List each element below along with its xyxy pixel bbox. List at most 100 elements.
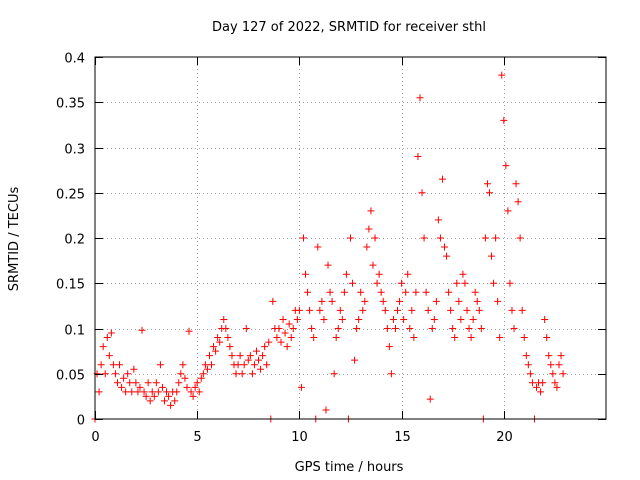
data-point	[410, 334, 418, 342]
data-point	[400, 315, 408, 323]
data-point	[490, 279, 498, 287]
data-point	[142, 392, 150, 400]
data-point	[504, 207, 512, 215]
data-point	[216, 338, 224, 346]
x-tick-label: 10	[291, 430, 308, 445]
data-point	[146, 397, 154, 405]
data-point	[318, 297, 326, 305]
data-point	[236, 352, 244, 360]
data-point	[389, 315, 397, 323]
data-point	[418, 189, 426, 197]
data-point	[451, 334, 459, 342]
y-tick-label: 0.2	[64, 233, 85, 248]
data-point	[336, 306, 344, 314]
data-point	[124, 370, 132, 378]
data-point	[205, 352, 213, 360]
data-point	[396, 297, 404, 305]
data-point	[361, 297, 369, 305]
data-point	[189, 392, 197, 400]
data-point	[156, 361, 164, 369]
data-point	[195, 388, 203, 396]
data-point	[246, 352, 254, 360]
data-point	[475, 306, 483, 314]
data-point	[502, 162, 510, 170]
data-point	[242, 325, 250, 332]
data-point	[320, 315, 328, 323]
data-point	[175, 379, 183, 387]
data-point	[514, 198, 522, 206]
data-point	[347, 234, 354, 242]
data-point	[443, 252, 451, 260]
data-point	[524, 361, 532, 369]
data-point	[306, 306, 314, 314]
data-point	[477, 325, 485, 332]
data-point	[208, 361, 216, 369]
data-point	[420, 234, 428, 242]
data-point	[167, 401, 175, 409]
data-point	[518, 306, 526, 314]
data-point	[539, 379, 547, 387]
data-point	[351, 356, 359, 364]
data-point	[126, 379, 134, 387]
data-point	[394, 306, 402, 314]
data-point	[197, 374, 205, 382]
data-point	[308, 325, 316, 332]
data-point	[140, 388, 148, 396]
data-point	[134, 388, 142, 396]
data-point	[160, 397, 168, 405]
data-point	[95, 388, 103, 396]
axis-ticks: 0 0.05 0.1 0.15 0.2 0.25 0.3 0.35 0.4 0 5 10 15 20	[56, 52, 606, 445]
data-point	[492, 234, 500, 242]
data-point	[128, 388, 136, 396]
data-point	[228, 352, 236, 360]
data-point	[193, 379, 201, 387]
data-point	[148, 388, 156, 396]
data-point	[488, 252, 496, 260]
data-point	[322, 406, 330, 414]
chart-title: Day 127 of 2022, SRMTID for receiver sth…	[212, 20, 486, 35]
data-point	[273, 334, 281, 342]
data-point	[244, 356, 252, 364]
data-point	[210, 343, 218, 351]
data-point	[496, 334, 504, 342]
data-point	[533, 383, 541, 391]
x-tick-label: 0	[91, 430, 99, 445]
data-point	[293, 315, 301, 323]
data-point	[234, 361, 242, 369]
data-point	[398, 279, 406, 287]
data-point	[250, 361, 258, 369]
data-point	[181, 374, 189, 382]
data-point	[416, 94, 424, 102]
data-point	[261, 343, 269, 351]
y-tick-label: 0.4	[64, 52, 85, 67]
data-point	[553, 383, 561, 391]
data-point	[469, 315, 477, 323]
data-point	[297, 383, 305, 391]
data-point	[326, 288, 334, 296]
data-point	[177, 370, 185, 378]
data-point	[353, 325, 361, 332]
data-point	[455, 297, 463, 305]
data-point	[103, 334, 111, 342]
data-point	[116, 361, 124, 369]
y-tick-label: 0	[77, 414, 85, 429]
data-point	[173, 388, 181, 396]
data-point	[422, 288, 430, 296]
data-point	[465, 325, 473, 332]
data-point	[289, 325, 297, 332]
data-point	[154, 388, 162, 396]
data-point	[179, 361, 187, 369]
data-point	[107, 329, 115, 337]
data-point	[498, 71, 506, 79]
y-tick-label: 0.15	[56, 278, 85, 293]
data-point	[555, 361, 563, 369]
data-point	[212, 347, 220, 355]
data-point	[259, 352, 267, 360]
data-point	[113, 379, 121, 387]
data-point	[543, 334, 551, 342]
data-point	[349, 279, 357, 287]
data-point	[118, 383, 126, 391]
data-point	[304, 288, 312, 296]
y-tick-label: 0.3	[64, 143, 85, 158]
data-point	[111, 370, 119, 378]
